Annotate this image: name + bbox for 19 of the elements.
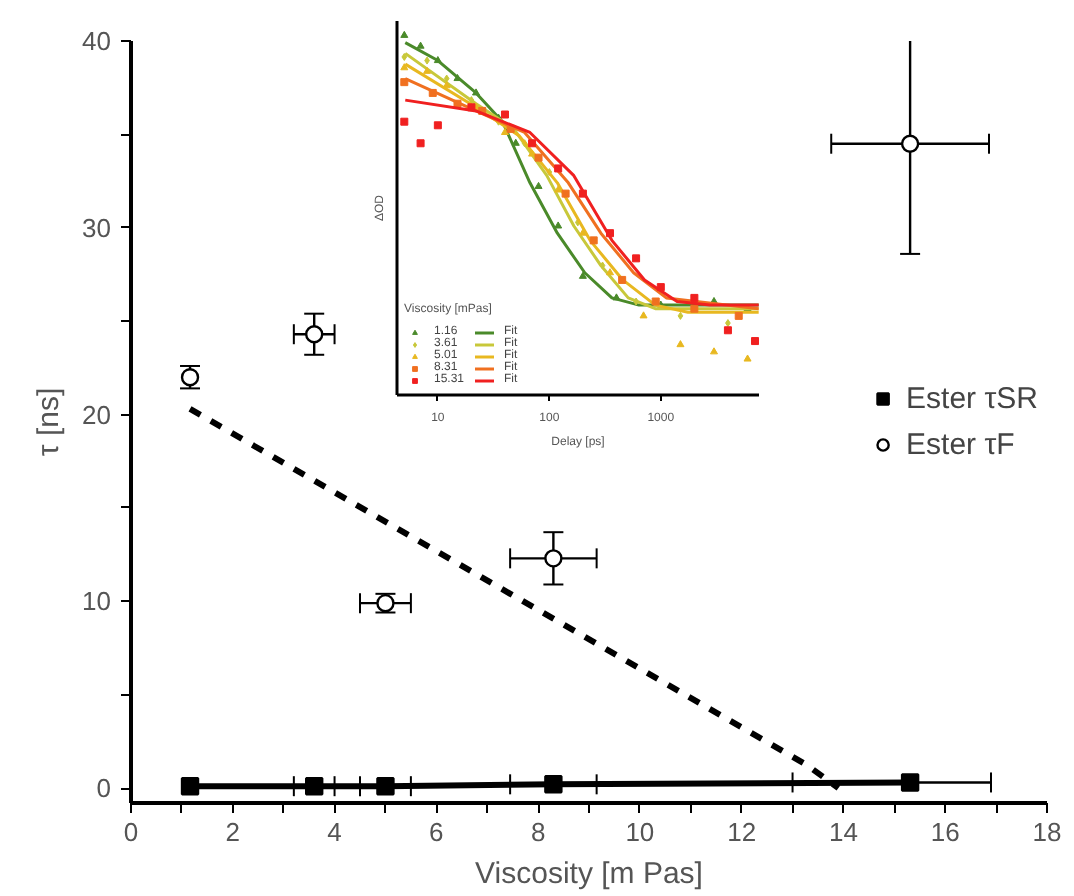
x-tick-label: 6 (429, 817, 444, 847)
legend-label: Ester τSR (906, 381, 1038, 415)
x-tick-label: 10 (625, 817, 655, 847)
x-tick-label: 14 (828, 817, 858, 847)
legend-label: Ester τF (906, 427, 1015, 461)
y-tick-label: 30 (82, 212, 112, 243)
y-tick-label: 40 (82, 26, 112, 56)
x-tick-label: 2 (225, 817, 241, 847)
x-tick-label: 16 (930, 817, 960, 847)
x-tick-label: 8 (530, 817, 546, 847)
x-tick-label: 12 (727, 817, 757, 847)
x-tick-label: 0 (123, 817, 139, 847)
y-tick-label: 20 (82, 399, 112, 430)
x-tick-label: 4 (327, 817, 342, 847)
y-axis-title: τ [ns] (32, 387, 67, 457)
y-tick-label: 0 (96, 773, 112, 804)
y-tick-label: 10 (82, 586, 112, 617)
x-tick-label: 18 (1032, 817, 1062, 847)
x-axis-title: Viscosity [m Pas] (475, 857, 703, 891)
